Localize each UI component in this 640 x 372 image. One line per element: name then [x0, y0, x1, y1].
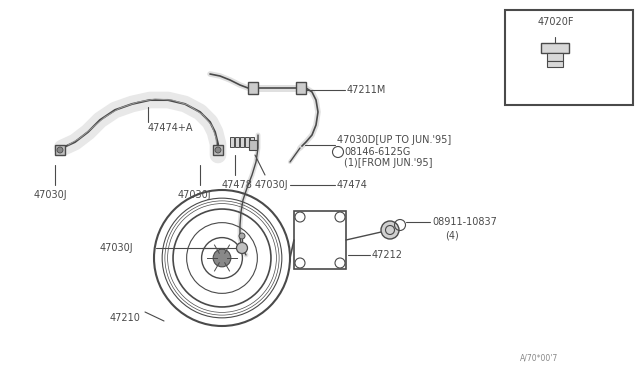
- Bar: [541, 43, 569, 53]
- Text: 47212: 47212: [372, 250, 403, 260]
- Text: 47030J: 47030J: [255, 180, 289, 190]
- Text: 08911-10837: 08911-10837: [432, 217, 497, 227]
- Text: (1)[FROM JUN.'95]: (1)[FROM JUN.'95]: [344, 158, 433, 168]
- Text: 47210: 47210: [110, 313, 141, 323]
- Bar: [547, 53, 563, 61]
- Bar: [249, 140, 257, 150]
- Text: (4): (4): [445, 231, 459, 241]
- Text: 47030D[UP TO JUN.'95]: 47030D[UP TO JUN.'95]: [337, 135, 451, 145]
- Text: 08146-6125G: 08146-6125G: [344, 147, 410, 157]
- Text: 47030J: 47030J: [34, 190, 68, 200]
- Bar: [294, 211, 346, 269]
- Circle shape: [237, 243, 248, 253]
- Text: 47030J: 47030J: [100, 243, 134, 253]
- Text: 47020F: 47020F: [538, 17, 575, 27]
- Bar: [296, 82, 306, 94]
- Bar: [505, 10, 633, 105]
- Text: 47030J: 47030J: [178, 190, 212, 200]
- Text: 47474: 47474: [337, 180, 368, 190]
- Circle shape: [215, 147, 221, 153]
- Circle shape: [239, 233, 245, 239]
- Circle shape: [381, 221, 399, 239]
- Text: 47478: 47478: [222, 180, 253, 190]
- Text: 47211M: 47211M: [347, 85, 387, 95]
- Bar: [55, 145, 65, 155]
- Bar: [235, 137, 239, 147]
- Text: 47474+A: 47474+A: [148, 123, 193, 133]
- Bar: [250, 137, 254, 147]
- Bar: [213, 145, 223, 155]
- Circle shape: [57, 147, 63, 153]
- Bar: [248, 82, 258, 94]
- Bar: [230, 137, 234, 147]
- Bar: [547, 61, 563, 67]
- Circle shape: [213, 249, 231, 267]
- Bar: [245, 137, 249, 147]
- Text: A/70*00'7: A/70*00'7: [520, 353, 558, 362]
- Bar: [240, 137, 244, 147]
